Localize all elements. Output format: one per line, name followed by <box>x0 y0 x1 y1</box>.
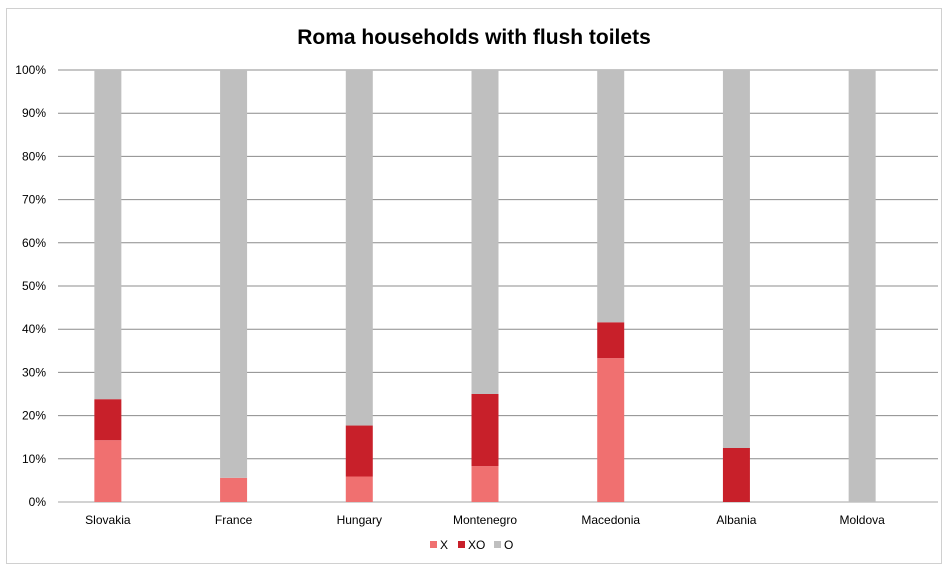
y-tick-label: 70% <box>22 193 46 207</box>
y-tick-label: 30% <box>22 365 46 379</box>
legend-label: O <box>504 538 513 552</box>
x-tick-label: France <box>215 513 253 527</box>
x-tick-label: Hungary <box>337 513 382 527</box>
chart-title: Roma households with flush toilets <box>297 26 651 49</box>
bar-segment-o <box>597 70 625 323</box>
bar-segment-xo <box>471 394 499 467</box>
y-tick-label: 80% <box>22 149 46 163</box>
legend-label: X <box>440 538 448 552</box>
y-tick-label: 100% <box>15 63 46 77</box>
bar-segment-x <box>597 358 625 502</box>
x-tick-label: Montenegro <box>453 513 517 527</box>
bar-segment-o <box>220 70 248 478</box>
y-tick-label: 50% <box>22 279 46 293</box>
bar-segment-x <box>94 440 122 502</box>
y-tick-label: 90% <box>22 106 46 120</box>
x-tick-label: Slovakia <box>85 513 131 527</box>
bar-segment-o <box>471 70 499 394</box>
bar-segment-xo <box>722 448 750 502</box>
legend: X XO O <box>430 538 513 552</box>
bar-segment-o <box>722 70 750 448</box>
legend-swatch <box>430 541 437 548</box>
bars <box>94 70 876 502</box>
bar-segment-xo <box>94 399 122 441</box>
bar-segment-x <box>471 466 499 502</box>
legend-swatch <box>494 541 501 548</box>
x-axis-ticks: Slovakia France Hungary Montenegro Macedonia… <box>85 513 885 527</box>
legend-label: XO <box>468 538 485 552</box>
y-axis-ticks: 0% 10% 20% 30% 40% 50% 60% 70% 80% 90% 100% <box>15 63 46 509</box>
bar-segment-o <box>345 70 373 426</box>
bar-segment-xo <box>597 322 625 359</box>
bar-segment-xo <box>345 425 373 477</box>
x-tick-label: Albania <box>716 513 756 527</box>
y-tick-label: 10% <box>22 452 46 466</box>
legend-swatch <box>458 541 465 548</box>
y-tick-label: 0% <box>29 495 47 509</box>
bar-segment-o <box>94 70 122 400</box>
x-tick-label: Moldova <box>839 513 885 527</box>
y-tick-label: 60% <box>22 236 46 250</box>
bar-segment-o <box>848 70 876 502</box>
y-tick-label: 20% <box>22 409 46 423</box>
bar-segment-x <box>220 477 248 502</box>
y-tick-label: 40% <box>22 322 46 336</box>
x-tick-label: Macedonia <box>581 513 640 527</box>
bar-segment-x <box>345 476 373 502</box>
